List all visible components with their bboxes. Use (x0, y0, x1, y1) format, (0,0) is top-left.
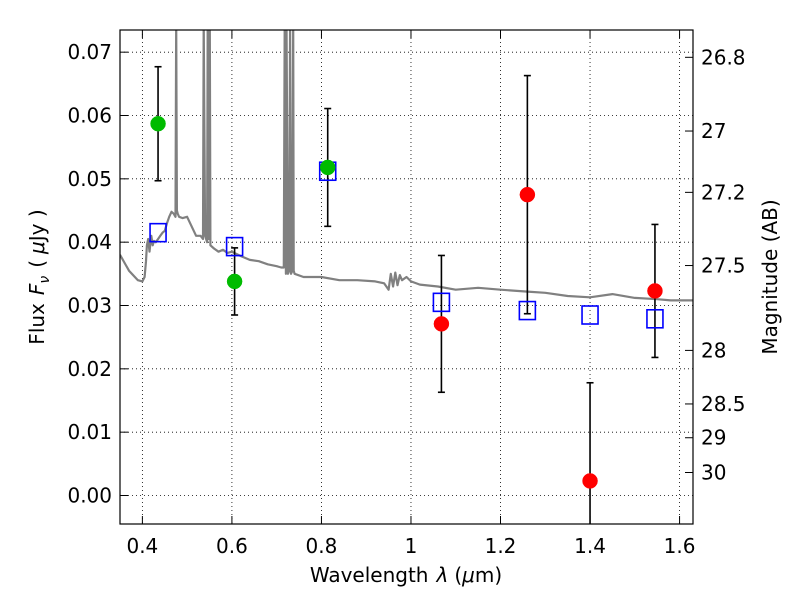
model-sed-line (120, 30, 693, 302)
plot-frame (119, 29, 694, 525)
red-data-point (433, 316, 450, 332)
red-data-point (519, 186, 536, 203)
y-tick-label: 0.01 (67, 420, 112, 444)
red-data-point (582, 473, 598, 489)
y-tick-label: 0.06 (67, 104, 112, 128)
y-axis-label-subscript: ν (37, 276, 53, 284)
model-photometry-square (432, 292, 451, 313)
y-tick-label: 0.02 (67, 357, 112, 381)
y2-axis-label: Magnitude (AB) (758, 199, 782, 354)
y2-tick-label: 29 (701, 426, 726, 450)
plot-data (120, 30, 693, 524)
green-data-point (319, 159, 336, 176)
y-tick-label: 0.03 (67, 294, 112, 318)
x-tick-label: 1.4 (574, 534, 606, 558)
x-tick-label: 0.6 (216, 534, 248, 558)
y-axis-label-unit-rest: Jy ) (25, 209, 49, 243)
y2-tick-label: 27 (701, 119, 726, 143)
x-tick-label: 1.2 (485, 534, 517, 558)
model-photometry-square (646, 308, 664, 329)
model-photometry-square (518, 300, 537, 321)
x-axis-label-symbol: λ (435, 563, 448, 587)
red-data-point (647, 283, 663, 299)
y2-tick-label: 26.8 (701, 45, 746, 69)
y-tick-label: 0.04 (67, 230, 112, 254)
x-axis-label-text: Wavelength (310, 563, 429, 587)
x-tick-label: 0.4 (126, 534, 158, 558)
y2-tick-label: 28.5 (701, 392, 746, 416)
model-photometry-square (581, 305, 599, 325)
model-photometry-squares (149, 161, 664, 329)
y-tick-label: 0.00 (67, 484, 112, 508)
y-tick-label: 0.05 (67, 167, 112, 191)
y-axis-label-text: Flux (25, 303, 49, 345)
x-tick-label: 1.6 (664, 534, 696, 558)
model-photometry-square (149, 222, 167, 243)
y-tick-label: 0.07 (67, 40, 112, 64)
y2-tick-label: 27.2 (701, 180, 746, 204)
x-axis-label-unit-rest: m) (475, 563, 502, 587)
y2-tick-label: 28 (701, 338, 726, 362)
y-axis-label: Flux Fν ( μJy ) (25, 209, 53, 344)
green-data-point (226, 273, 243, 290)
y2-tick-label: 30 (701, 461, 726, 485)
y-axis-label-unit-open: ( (25, 260, 49, 268)
x-axis-label-unit-mu: μ (461, 563, 475, 587)
axis-ticks: 0.4 0.6 0.8 1 1.2 1.4 1.6 0.00 0.01 0.02 0.03 0.04 0… (67, 30, 746, 558)
y-axis-label-symbol: F (25, 283, 49, 295)
y-axis-label-unit-mu: μ (25, 241, 49, 255)
measured-points (150, 115, 663, 489)
model-photometry-square (225, 236, 244, 257)
x-tick-label: 1 (405, 534, 418, 558)
green-data-point (150, 115, 166, 132)
y2-tick-label: 27.5 (701, 254, 746, 278)
x-axis-label-unit-open: ( (454, 563, 462, 587)
x-tick-label: 0.8 (306, 534, 338, 558)
x-axis-label: Wavelength λ (μm) (310, 563, 502, 587)
